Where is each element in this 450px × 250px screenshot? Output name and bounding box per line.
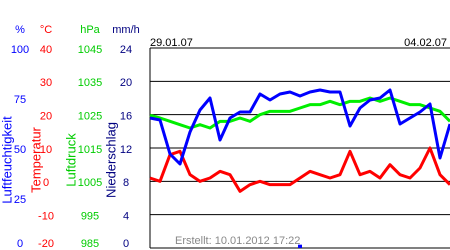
- series-line: [149, 96, 450, 130]
- y-tick-label: 8: [123, 177, 129, 189]
- y-tick-label: 40: [40, 44, 52, 56]
- y-tick-label: 1045: [78, 44, 102, 56]
- series-line: [149, 88, 450, 166]
- axis-title: Niederschlag: [103, 122, 118, 198]
- y-tick-label: 4: [123, 211, 129, 223]
- y-tick-label: 1025: [78, 111, 102, 123]
- y-tick-label: 0: [17, 238, 23, 250]
- y-tick-label: 985: [81, 238, 99, 250]
- axis-title: Temperatur: [28, 126, 43, 192]
- y-tick-label: 1035: [78, 77, 102, 89]
- axis-unit: mm/h: [112, 24, 140, 36]
- y-tick-label: 75: [14, 94, 26, 106]
- y-tick-label: 25: [14, 194, 26, 206]
- y-tick-label: 20: [40, 111, 52, 123]
- y-tick-label: 995: [81, 211, 99, 223]
- y-tick-label: 100: [11, 44, 29, 56]
- axis-unit: hPa: [80, 24, 100, 36]
- y-tick-label: -20: [38, 238, 54, 250]
- y-tick-label: 1005: [78, 177, 102, 189]
- y-tick-label: 30: [40, 77, 52, 89]
- y-tick-label: 20: [120, 77, 132, 89]
- annotation: Erstellt: 10.01.2012 17:22: [175, 235, 300, 247]
- start-date: 29.01.07: [150, 37, 193, 49]
- axis-unit: °C: [40, 24, 52, 36]
- y-tick-label: 1015: [78, 144, 102, 156]
- end-date: 04.02.07: [404, 37, 447, 49]
- axis-title: Luftfeuchtigkeit: [0, 116, 14, 204]
- y-tick-label: 50: [14, 144, 26, 156]
- series-line: [149, 146, 450, 193]
- y-tick-label: -10: [38, 211, 54, 223]
- y-tick-label: 10: [40, 144, 52, 156]
- axis-unit: %: [15, 24, 25, 36]
- y-tick-label: 16: [120, 111, 132, 123]
- y-tick-label: 24: [120, 44, 132, 56]
- y-tick-label: 0: [123, 238, 129, 250]
- axis-title: Luftdruck: [63, 133, 78, 187]
- precip-bar: [298, 244, 302, 248]
- y-tick-label: 12: [120, 144, 132, 156]
- y-tick-label: 0: [43, 177, 49, 189]
